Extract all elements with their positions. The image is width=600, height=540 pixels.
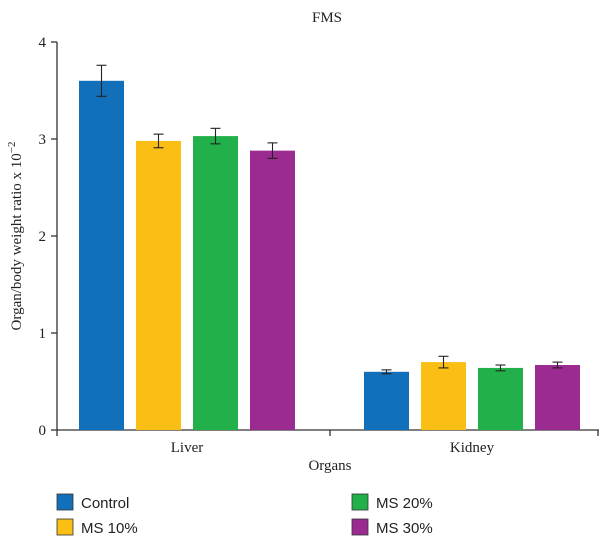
bar — [193, 136, 238, 430]
bar — [364, 371, 409, 430]
x-axis: Liver Kidney — [56, 429, 599, 456]
chart-title: FMS — [312, 10, 342, 26]
legend-item: MS 10% — [56, 518, 138, 537]
error-bar — [552, 361, 563, 369]
legend-item: Control — [56, 493, 129, 512]
legend-label: MS 30% — [376, 520, 433, 537]
y-axis-label-exponent: −2 — [6, 142, 18, 154]
error-bar — [96, 64, 107, 97]
legend-item: MS 20% — [351, 493, 433, 512]
x-tick-label: Kidney — [450, 440, 495, 456]
bars — [79, 80, 580, 431]
legend-swatch — [56, 518, 74, 536]
error-bar — [381, 369, 392, 375]
bar — [478, 367, 523, 430]
x-ticks: Liver Kidney — [56, 430, 599, 456]
bar — [535, 365, 580, 430]
y-tick-label: 0 — [39, 423, 47, 439]
y-tick-label: 4 — [39, 35, 47, 51]
bar — [421, 362, 466, 430]
y-axis-label: Organ/body weight ratio x 10−2 — [6, 142, 25, 331]
legend: Control MS 10% MS 20% MS 30% — [56, 493, 433, 537]
error-bar — [495, 364, 506, 372]
y-tick-label: 2 — [39, 229, 47, 245]
legend-item: MS 30% — [351, 518, 433, 537]
y-tick-label: 3 — [39, 132, 47, 148]
error-bar — [267, 142, 278, 159]
bar — [136, 140, 181, 430]
x-tick-label: Liver — [171, 440, 203, 456]
bar — [250, 150, 295, 430]
legend-label: Control — [81, 495, 129, 512]
y-axis-label-text: Organ/body weight ratio x 10 — [9, 153, 25, 330]
legend-label: MS 10% — [81, 520, 138, 537]
y-axis: 0 1 2 3 4 — [39, 35, 58, 439]
legend-swatch — [56, 493, 74, 511]
error-bar — [153, 133, 164, 149]
legend-swatch — [351, 493, 369, 511]
error-bar — [438, 355, 449, 369]
error-bar — [210, 127, 221, 145]
y-tick-label: 1 — [39, 326, 47, 342]
error-bars — [96, 64, 563, 375]
bar — [79, 80, 124, 431]
y-ticks: 0 1 2 3 4 — [39, 35, 57, 439]
legend-swatch — [351, 518, 369, 536]
x-axis-label: Organs — [308, 458, 351, 474]
legend-label: MS 20% — [376, 495, 433, 512]
